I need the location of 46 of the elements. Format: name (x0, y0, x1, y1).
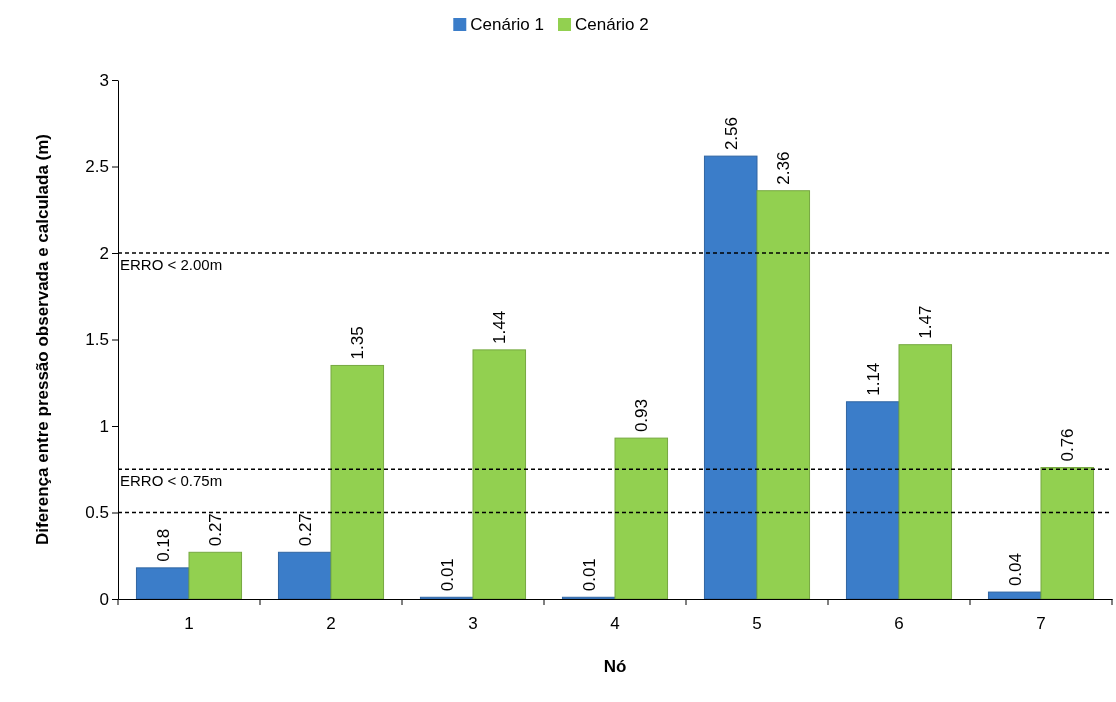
bar (898, 344, 953, 600)
x-tick-label: 4 (610, 614, 620, 634)
data-label: 1.14 (863, 362, 883, 396)
data-label: 0.27 (206, 513, 226, 547)
data-label: 0.01 (579, 558, 599, 592)
x-tick-label: 2 (326, 614, 336, 634)
data-label: 0.76 (1058, 428, 1078, 462)
ref-line-label: ERRO < 0.75m (120, 472, 223, 490)
bar (135, 567, 190, 600)
bar (1040, 467, 1095, 600)
bar (277, 551, 332, 600)
bar (472, 349, 527, 600)
bar (330, 364, 385, 600)
data-label: 0.27 (295, 513, 315, 547)
bar (845, 401, 900, 600)
data-label: 2.36 (774, 151, 794, 185)
y-tick-label: 3 (99, 70, 109, 90)
data-label: 0.93 (632, 399, 652, 433)
data-label: 0.18 (153, 528, 173, 562)
bar (756, 190, 811, 600)
y-tick-label: 1 (99, 416, 109, 436)
y-axis-title: Diferença entre pressão observada e calculada (m) (33, 133, 52, 546)
x-tick-label: 7 (1036, 614, 1046, 634)
ref-line-label: ERRO < 2.00m (120, 256, 223, 273)
data-label: 2.56 (721, 117, 741, 151)
data-label: 1.44 (490, 310, 510, 344)
y-tick-label: 2.5 (85, 157, 109, 177)
x-tick-label: 6 (894, 614, 904, 634)
x-tick-label: 1 (184, 614, 194, 634)
bar (703, 155, 758, 600)
y-tick-label: 1.5 (85, 330, 109, 350)
data-label: 0.04 (1005, 552, 1025, 587)
legend-label: Cenário 2 (575, 15, 649, 34)
x-tick-label: 3 (468, 614, 478, 634)
data-label: 1.35 (348, 326, 368, 360)
legend-label: Cenário 1 (470, 15, 544, 34)
bar (188, 551, 243, 600)
y-tick-label: 0 (99, 589, 109, 609)
bar (614, 437, 669, 600)
data-label: 1.47 (916, 305, 936, 339)
y-tick-label: 0.5 (85, 503, 109, 523)
bar (987, 591, 1042, 600)
x-axis-title: Nó (603, 657, 627, 676)
data-label: 0.01 (437, 558, 457, 592)
y-tick-label: 2 (99, 243, 109, 263)
x-tick-label: 5 (752, 614, 762, 634)
